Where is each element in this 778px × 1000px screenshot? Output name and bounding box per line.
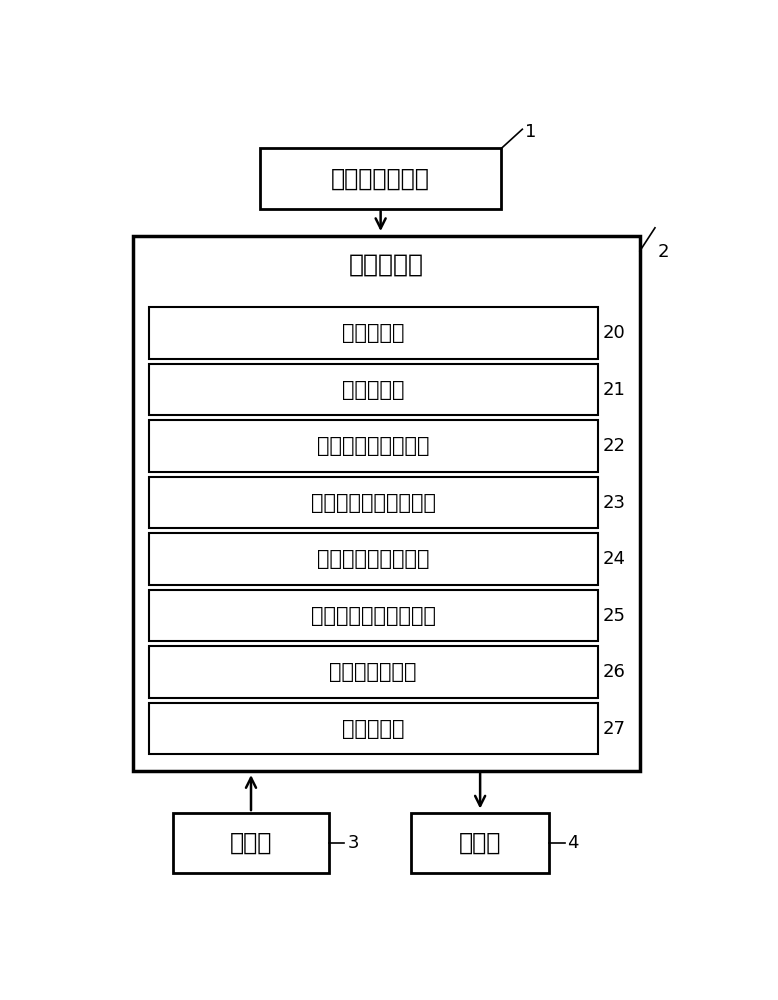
Text: 26: 26 xyxy=(602,663,626,681)
Bar xyxy=(149,420,598,472)
Text: 27: 27 xyxy=(602,720,626,738)
Text: 显示部: 显示部 xyxy=(459,831,501,855)
Bar xyxy=(149,364,598,415)
Text: 21: 21 xyxy=(602,381,626,399)
Bar xyxy=(149,307,598,359)
Text: 1: 1 xyxy=(525,123,537,141)
Text: 22: 22 xyxy=(602,437,626,455)
Bar xyxy=(411,813,549,873)
Bar xyxy=(149,703,598,754)
Bar xyxy=(134,235,640,771)
Bar xyxy=(149,533,598,585)
Text: 23: 23 xyxy=(602,494,626,512)
Text: 重叠判定结果处理部: 重叠判定结果处理部 xyxy=(317,549,429,569)
Text: 数据处理部: 数据处理部 xyxy=(349,253,424,277)
Text: 输入部: 输入部 xyxy=(230,831,272,855)
Text: 质荷比范围重叠判定部: 质荷比范围重叠判定部 xyxy=(310,493,436,513)
Bar xyxy=(173,813,329,873)
Text: 显示处理部: 显示处理部 xyxy=(342,719,405,739)
Text: 数据收集部: 数据收集部 xyxy=(342,323,405,343)
Text: 数据储存部: 数据储存部 xyxy=(342,380,405,400)
Bar xyxy=(260,148,501,209)
Bar xyxy=(149,590,598,641)
Bar xyxy=(149,477,598,528)
Text: 质荷比范围变更处理部: 质荷比范围变更处理部 xyxy=(310,606,436,626)
Text: 图像显示指示接收部: 图像显示指示接收部 xyxy=(317,436,429,456)
Text: 20: 20 xyxy=(602,324,626,342)
Bar xyxy=(149,646,598,698)
Text: 4: 4 xyxy=(568,834,579,852)
Text: 成像图像制作部: 成像图像制作部 xyxy=(329,662,417,682)
Text: 24: 24 xyxy=(602,550,626,568)
Text: 成像质谱分析部: 成像质谱分析部 xyxy=(331,167,430,191)
Text: 2: 2 xyxy=(658,243,670,261)
Text: 25: 25 xyxy=(602,607,626,625)
Text: 3: 3 xyxy=(348,834,359,852)
